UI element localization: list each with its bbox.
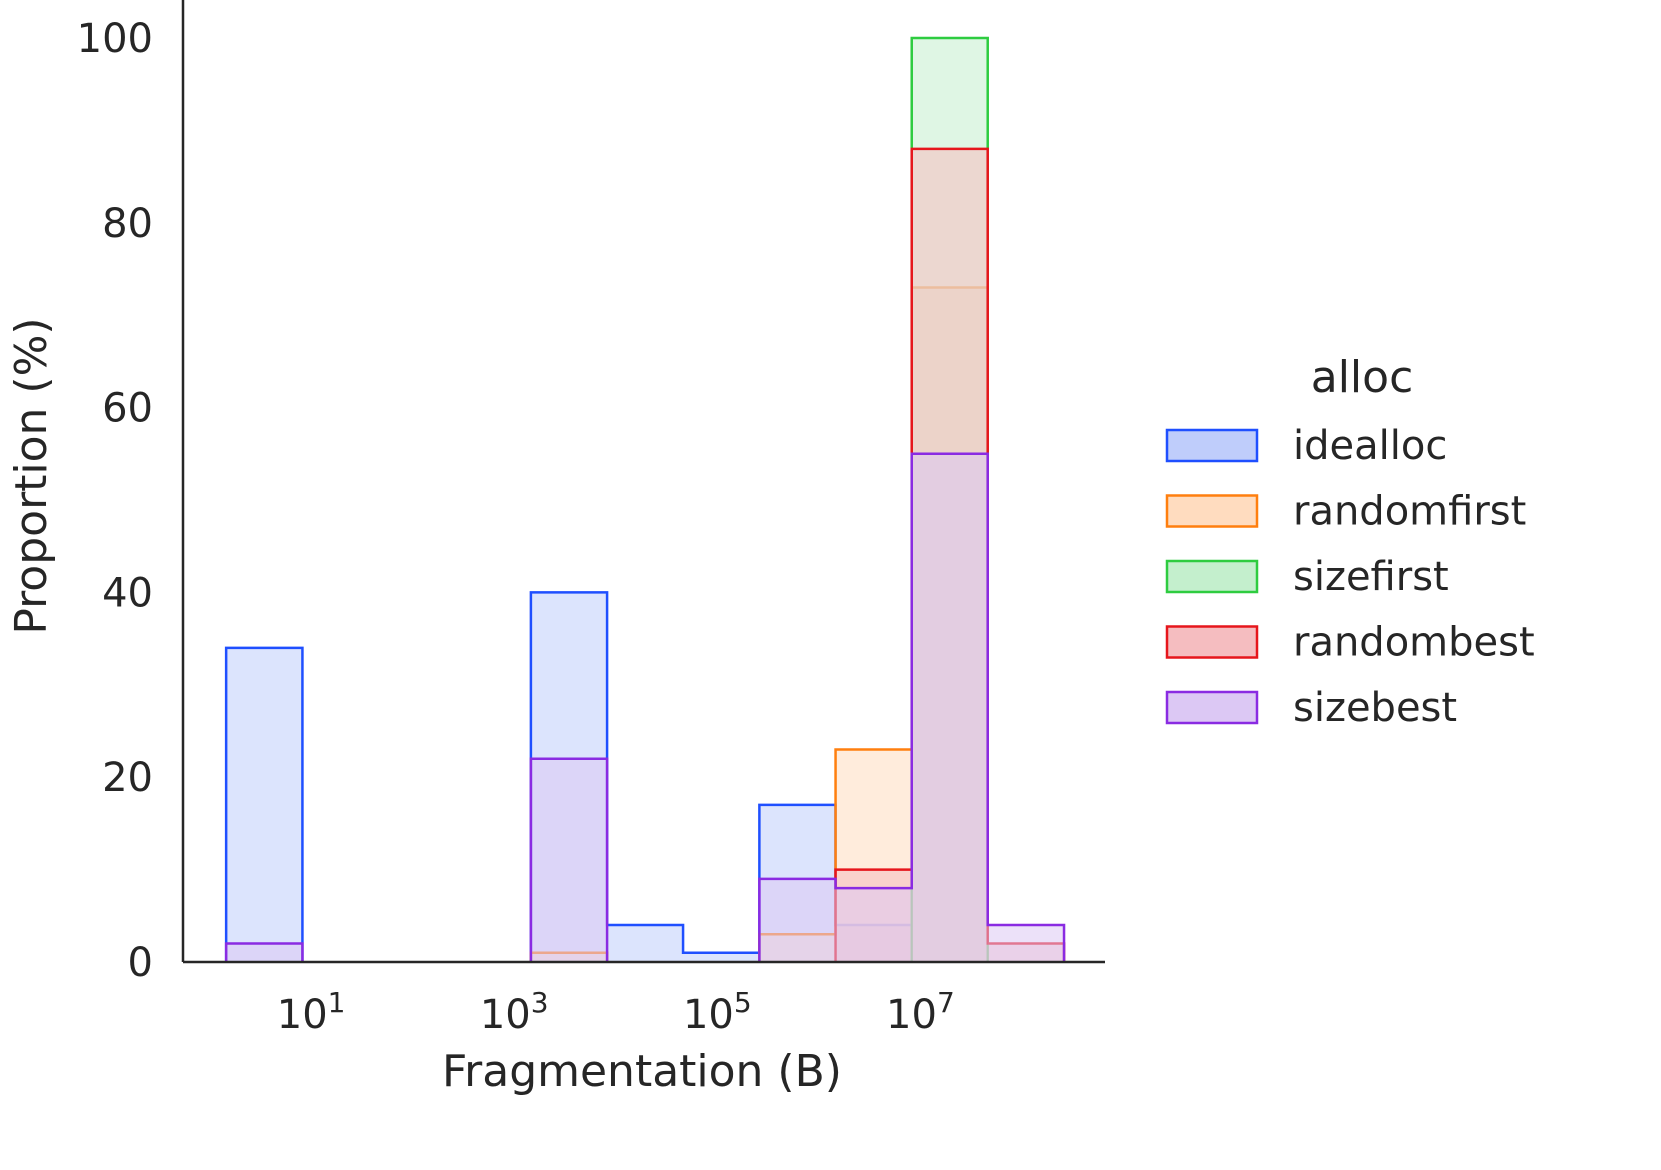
bar-idealloc-5 xyxy=(607,925,684,962)
legend-title: alloc xyxy=(1311,352,1414,403)
x-tick-label: 103 xyxy=(480,986,549,1038)
bar-idealloc-6 xyxy=(683,952,760,962)
legend-label-sizefirst: sizefirst xyxy=(1293,554,1449,600)
legend-label-randombest: randombest xyxy=(1293,620,1535,666)
bar-sizebest-8 xyxy=(835,888,912,962)
x-tick-labels: 101 103 105 107 xyxy=(277,986,955,1038)
bar-sizebest-10 xyxy=(987,925,1065,962)
legend: alloc idealloc randomfirst sizefirst random… xyxy=(1165,352,1535,731)
bar-sizebest-9 xyxy=(911,453,988,962)
legend-swatch-sizefirst xyxy=(1165,559,1259,594)
y-tick-label: 60 xyxy=(102,386,153,432)
axes-layer xyxy=(181,0,1105,964)
x-tick-label: 107 xyxy=(886,986,955,1038)
y-tick-label: 0 xyxy=(128,940,153,986)
x-tick-label: 101 xyxy=(277,986,346,1038)
y-tick-labels: 0 20 40 60 80 100 xyxy=(77,16,153,986)
y-tick-label: 100 xyxy=(77,16,153,62)
bar-sizebest-0 xyxy=(226,943,303,962)
bar-sizebest-7 xyxy=(759,878,836,962)
x-axis-title: Fragmentation (B) xyxy=(442,1046,842,1097)
series-sizebest xyxy=(224,452,1066,962)
legend-label-idealloc: idealloc xyxy=(1293,423,1447,469)
y-tick-label: 20 xyxy=(102,755,153,801)
bars-layer xyxy=(224,36,1066,963)
y-tick-label: 40 xyxy=(102,570,153,616)
legend-label-randomfirst: randomfirst xyxy=(1293,489,1526,535)
y-tick-label: 80 xyxy=(102,201,153,247)
legend-swatch-idealloc xyxy=(1165,428,1259,463)
legend-swatch-randomfirst xyxy=(1165,494,1259,528)
bar-idealloc-0 xyxy=(226,647,303,962)
outline-sizebest xyxy=(224,452,1066,962)
legend-label-sizebest: sizebest xyxy=(1293,685,1457,731)
y-axis-title: Proportion (%) xyxy=(6,317,57,634)
legend-swatch-sizebest xyxy=(1165,690,1259,725)
x-tick-label: 105 xyxy=(683,986,752,1038)
legend-items: idealloc randomfirst sizefirst randombest si… xyxy=(1165,423,1535,731)
bar-sizebest-4 xyxy=(530,758,608,962)
legend-swatch-randombest xyxy=(1165,625,1259,659)
